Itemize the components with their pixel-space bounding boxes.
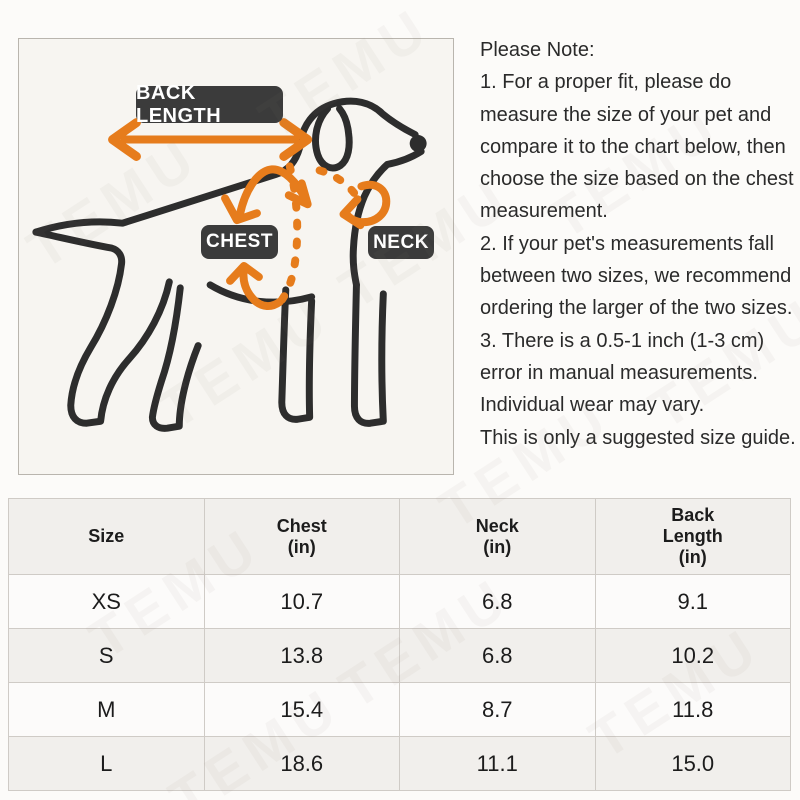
dog-outline [32,97,425,432]
neck-label: NECK [368,226,434,259]
chest-label: CHEST [201,225,278,259]
cell-chest: 15.4 [203,682,400,737]
header-chest: Chest (in) [203,498,400,575]
note-body: 1. For a proper fit, please do measure t… [480,71,796,449]
neck-girth-annotation [315,166,391,230]
cell-back-length: 15.0 [594,736,791,791]
table-row: S 13.8 6.8 10.2 [8,628,791,683]
header-back-length: Back Length (in) [594,498,791,575]
table-row: XS 10.7 6.8 9.1 [8,574,791,629]
sizing-note: Please Note: 1. For a proper fit, please… [480,34,796,454]
cell-size: XS [8,574,205,629]
table-header-row: Size Chest (in) Neck (in) Back Length (i… [8,498,791,575]
cell-chest: 10.7 [203,574,400,629]
cell-chest: 18.6 [203,736,400,791]
table-row: M 15.4 8.7 11.8 [8,682,791,737]
cell-chest: 13.8 [203,628,400,683]
cell-back-length: 11.8 [594,682,791,737]
header-neck: Neck (in) [399,498,596,575]
cell-size: S [8,628,205,683]
note-title: Please Note: [480,39,595,61]
cell-back-length: 9.1 [594,574,791,629]
dog-nose [409,135,427,152]
cell-neck: 6.8 [399,574,596,629]
cell-neck: 11.1 [399,736,596,791]
cell-neck: 8.7 [399,682,596,737]
size-chart-table: Size Chest (in) Neck (in) Back Length (i… [8,498,791,791]
cell-back-length: 10.2 [594,628,791,683]
measurement-diagram: BACK LENGTH CHEST NECK [18,38,454,475]
back-length-label: BACK LENGTH [136,82,283,127]
cell-size: M [8,682,205,737]
dog-illustration [32,97,427,432]
chest-girth-annotation [221,162,312,311]
table-row: L 18.6 11.1 15.0 [8,736,791,791]
cell-size: L [8,736,205,791]
header-size: Size [8,498,205,575]
back-length-arrow [108,118,313,161]
cell-neck: 6.8 [399,628,596,683]
